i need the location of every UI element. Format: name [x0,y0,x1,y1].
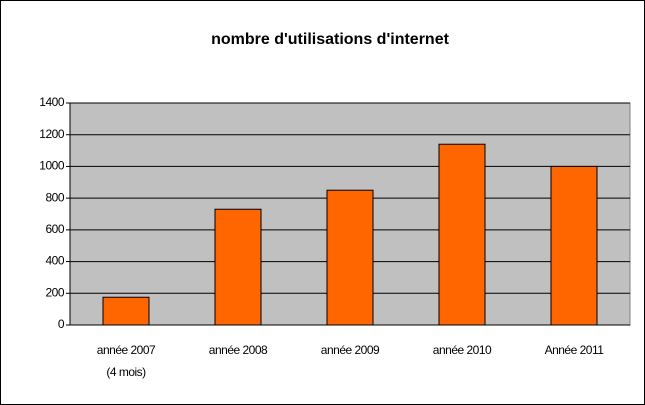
y-tick-label: 600 [45,222,64,236]
bar [214,208,262,326]
x-tick-label: année 2008 [208,343,268,357]
x-tick-label-box: année 2010 [432,343,492,357]
y-tick-label: 800 [45,190,64,204]
bar [326,189,374,326]
chart-title: nombre d'utilisations d'internet [211,31,450,48]
x-tick-label-box: année 2008 [208,343,268,357]
y-tick-label: 400 [45,254,64,268]
y-tick-label: 1200 [39,127,65,141]
y-tick-label: 0 [58,317,65,331]
x-tick-label: année 2010 [432,343,492,357]
bar [102,296,150,326]
bar [550,165,598,326]
x-tick-label: Année 2011 [544,343,604,357]
y-tick-label: 200 [45,285,64,299]
bar [438,143,486,326]
x-tick-label: année 2007 (4 mois) [96,343,156,379]
x-tick-label-box: Année 2011 [544,343,604,357]
x-tick-label-box: année 2009 [320,343,380,357]
y-tick-label: 1000 [39,159,65,173]
y-tick-label: 1400 [39,95,65,109]
x-tick-label-box: année 2007 (4 mois) [96,343,156,379]
x-tick-label: année 2009 [320,343,380,357]
